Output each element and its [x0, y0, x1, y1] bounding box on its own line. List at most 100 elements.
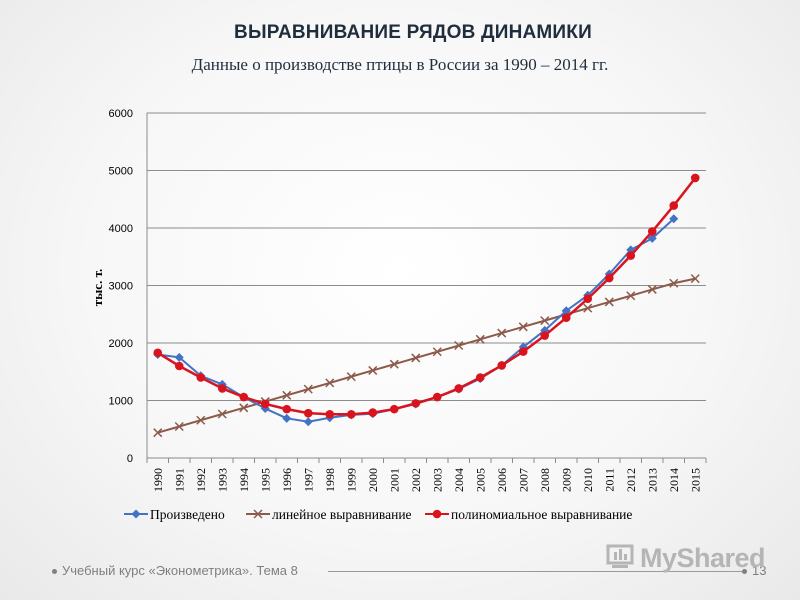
data-point-1	[454, 340, 464, 351]
data-point-2	[174, 361, 184, 371]
series-line-1	[157, 277, 696, 434]
x-tick-label: 1994	[237, 468, 251, 492]
legend-marker	[253, 509, 263, 519]
data-point-2	[260, 399, 270, 409]
footer-divider	[328, 571, 745, 572]
data-point-0	[282, 413, 292, 423]
data-point-2	[518, 347, 528, 356]
data-point-2	[540, 331, 550, 340]
data-point-2	[604, 273, 614, 283]
x-tick-label: 1990	[151, 468, 165, 492]
x-tick-label: 2006	[495, 468, 509, 492]
y-tick-label: 5000	[109, 166, 133, 178]
data-point-2	[690, 173, 700, 183]
data-point-2	[368, 408, 378, 417]
legend-marker	[432, 509, 442, 519]
footer-bullet-right	[742, 569, 747, 574]
legend-label: линейное выравнивание	[272, 507, 412, 522]
data-point-1	[540, 316, 550, 326]
legend-label: Произведено	[150, 507, 225, 522]
presentation-board-icon	[606, 544, 634, 568]
data-point-2	[153, 348, 163, 358]
data-point-2	[626, 251, 636, 260]
data-point-2	[432, 392, 442, 402]
x-tick-label: 1992	[194, 468, 208, 492]
x-tick-label: 2015	[688, 468, 702, 492]
x-tick-label: 1996	[280, 468, 294, 492]
y-tick-label: 4000	[109, 223, 133, 235]
slide-subtitle: Данные о производстве птицы в России за …	[191, 55, 609, 74]
x-tick-label: 2008	[538, 468, 552, 492]
data-point-1	[690, 274, 700, 284]
watermark-logo: MyShared	[606, 538, 766, 578]
data-point-1	[153, 428, 163, 438]
data-point-0	[561, 306, 571, 316]
data-point-1	[282, 390, 292, 400]
data-point-2	[217, 384, 227, 393]
data-point-2	[561, 313, 571, 323]
x-tick-label: 2003	[430, 468, 444, 492]
data-point-2	[497, 361, 507, 370]
x-tick-label: 2000	[366, 468, 380, 492]
data-point-0	[647, 233, 657, 243]
x-tick-label: 1999	[344, 468, 358, 492]
x-tick-label: 1991	[172, 468, 186, 492]
x-tick-label: 2013	[645, 468, 659, 492]
data-point-2	[303, 408, 313, 418]
data-point-2	[411, 399, 421, 408]
slide-title: ВЫРАВНИВАНИЕ РЯДОВ ДИНАМИКИ	[234, 22, 592, 43]
data-point-2	[647, 227, 657, 236]
data-point-1	[217, 409, 227, 419]
data-point-1	[497, 328, 507, 338]
data-point-1	[368, 365, 378, 375]
y-tick-label: 1000	[109, 396, 133, 408]
data-point-2	[583, 294, 593, 304]
x-tick-label: 1998	[323, 468, 337, 492]
data-point-2	[475, 373, 485, 382]
data-point-2	[389, 404, 399, 414]
x-tick-label: 2009	[559, 468, 573, 492]
x-tick-label: 2007	[516, 468, 530, 492]
footer-course-text: Учебный курс «Эконометрика». Тема 8	[62, 563, 298, 578]
data-point-1	[239, 403, 249, 413]
data-point-1	[174, 421, 184, 432]
y-tick-label: 2000	[109, 338, 133, 350]
data-point-2	[346, 410, 356, 419]
x-tick-label: 2002	[409, 468, 423, 492]
page-number: 13	[752, 563, 767, 578]
data-point-1	[432, 347, 442, 357]
y-tick-label: 3000	[109, 281, 133, 293]
data-point-2	[669, 201, 679, 210]
x-tick-label: 2004	[452, 468, 466, 492]
x-tick-label: 1993	[215, 468, 229, 492]
data-point-0	[669, 214, 679, 224]
data-point-1	[604, 297, 614, 307]
data-point-2	[239, 392, 249, 402]
legend-marker	[131, 509, 141, 519]
series-line-2	[157, 177, 697, 416]
y-tick-label: 6000	[109, 108, 133, 120]
legend-label: полиномиальное выравнивание	[451, 507, 632, 522]
data-point-1	[411, 353, 421, 363]
data-point-1	[583, 303, 593, 313]
x-tick-label: 2001	[387, 468, 401, 492]
data-point-1	[389, 359, 399, 369]
watermark-logo-text: MyShared	[640, 542, 766, 573]
data-point-1	[647, 284, 657, 294]
data-point-1	[303, 384, 313, 394]
data-point-2	[282, 404, 292, 414]
data-point-1	[325, 378, 335, 388]
data-point-1	[518, 322, 528, 332]
x-tick-label: 1997	[301, 468, 315, 492]
series-line-0	[157, 218, 675, 423]
y-axis-label: тыс. т.	[90, 269, 105, 306]
data-point-0	[303, 417, 313, 427]
data-point-1	[196, 415, 206, 425]
x-tick-label: 1995	[258, 468, 272, 492]
x-tick-label: 2010	[581, 468, 595, 492]
x-tick-label: 2011	[602, 468, 616, 492]
x-tick-label: 2012	[624, 468, 638, 492]
data-point-1	[346, 372, 356, 382]
